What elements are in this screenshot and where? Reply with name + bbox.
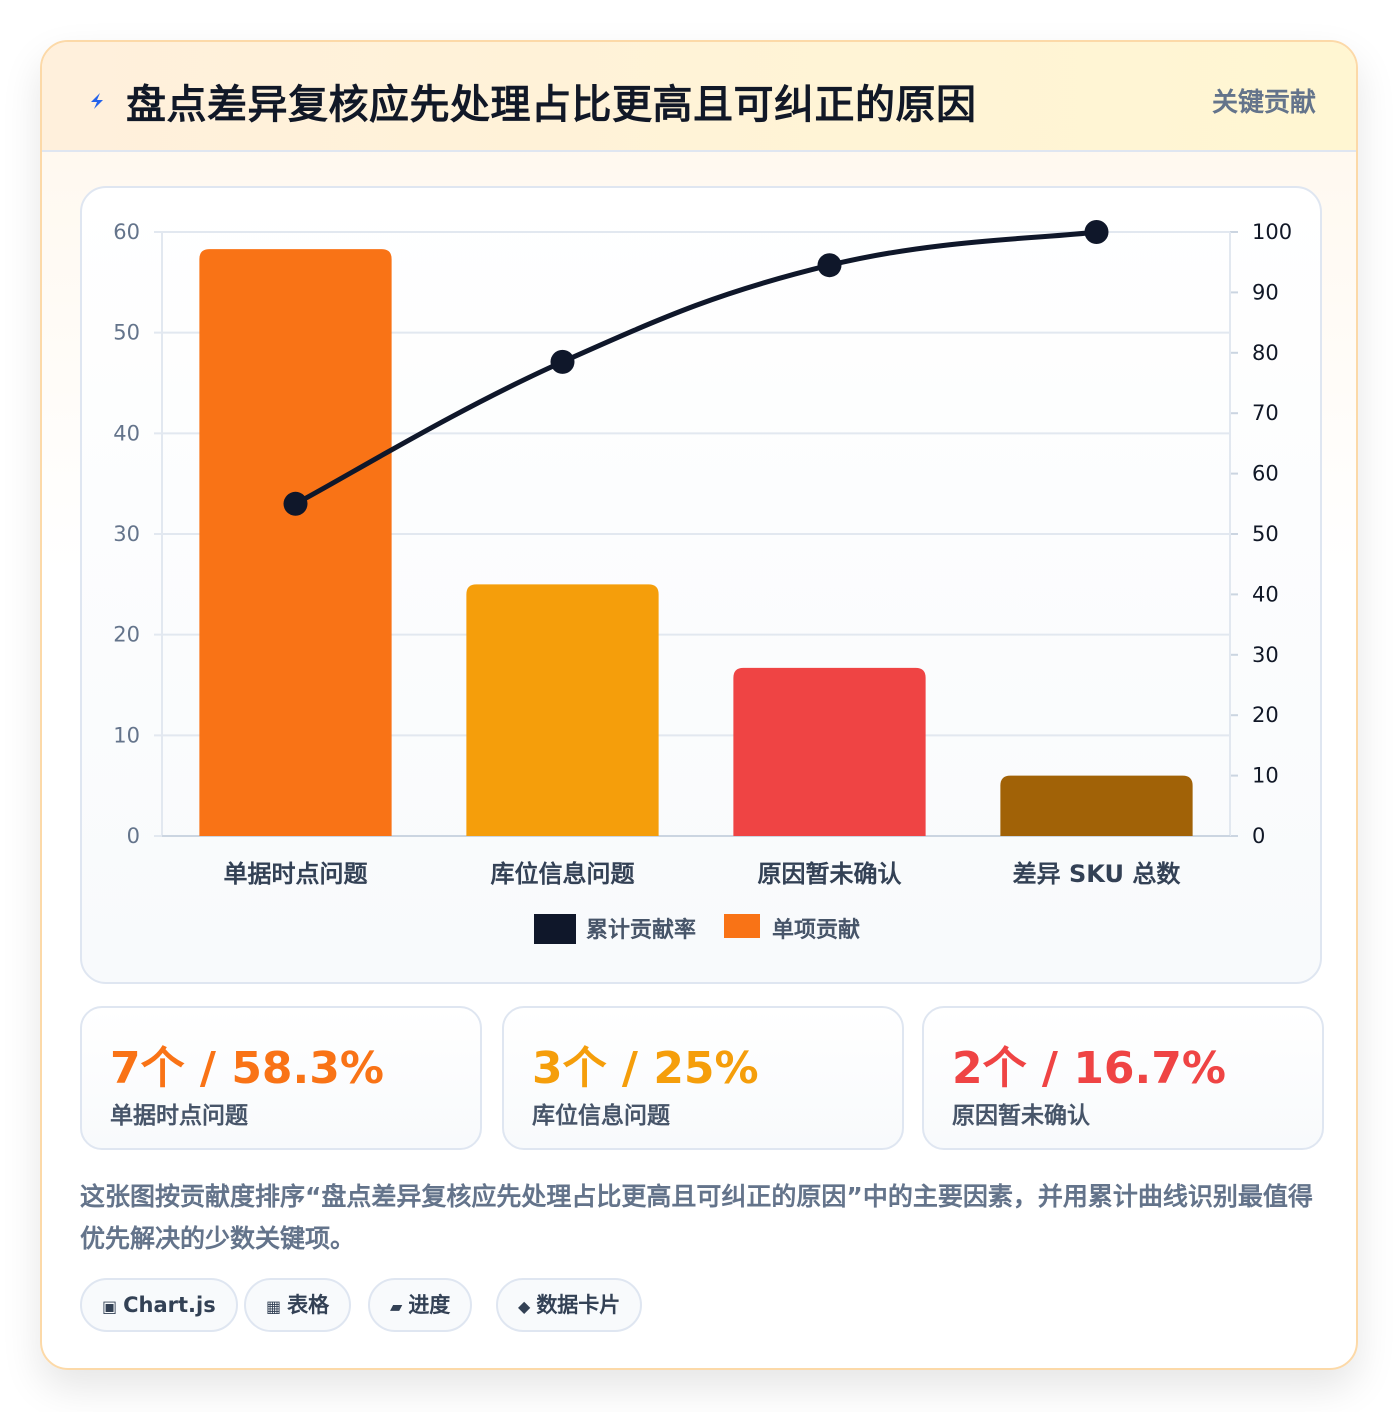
chip-label: Chart.js	[123, 1293, 216, 1317]
progress-icon: ▰	[390, 1297, 403, 1316]
cumulative-point	[1084, 220, 1109, 244]
y-left-tick-label: 10	[113, 723, 140, 747]
chip-progress[interactable]: ▰ 进度	[368, 1278, 473, 1332]
legend-swatch-line	[534, 914, 576, 944]
report-card: 盘点差异复核应先处理占比更高且可纠正的原因 关键贡献 0 10 20 30 40 50 60…	[40, 40, 1358, 1370]
y-left-tick-label: 60	[113, 220, 140, 244]
legend-label: 累计贡献率	[586, 917, 696, 943]
y-right-tick-label: 40	[1252, 582, 1279, 606]
y-left-tick-label: 40	[113, 421, 140, 445]
y-right-tick-label: 20	[1252, 703, 1279, 727]
header-tag: 关键贡献	[1211, 88, 1316, 118]
bar	[733, 667, 926, 836]
x-category-label: 库位信息问题	[491, 860, 635, 888]
chip-data-card[interactable]: ◆ 数据卡片	[496, 1278, 643, 1332]
x-category-label: 差异 SKU 总数	[1013, 860, 1182, 888]
y-right-tick-label: 80	[1252, 341, 1279, 365]
table-icon: ▦	[266, 1297, 282, 1316]
chip-label: 数据卡片	[536, 1293, 621, 1317]
stat-label: 库位信息问题	[532, 1103, 670, 1129]
x-category-label: 原因暂未确认	[758, 860, 902, 888]
y-right-tick-label: 0	[1252, 824, 1265, 848]
stat-label: 原因暂未确认	[952, 1103, 1090, 1129]
cumulative-line	[293, 229, 1099, 507]
cumulative-point	[283, 491, 308, 516]
y-left-tick-label: 30	[113, 522, 140, 546]
cumulative-point	[817, 253, 842, 278]
chip-label: 表格	[287, 1293, 330, 1317]
bar	[1000, 775, 1193, 836]
y-left-tick-label: 50	[113, 321, 140, 345]
stat-card-1: 7个 / 58.3% 单据时点问题	[80, 1006, 482, 1150]
y-right-tick-label: 70	[1252, 401, 1279, 425]
x-category-label: 单据时点问题	[224, 860, 368, 888]
chip-label: 进度	[408, 1293, 451, 1317]
legend-label: 单项贡献	[772, 917, 860, 943]
chart-icon: ▣	[102, 1297, 118, 1316]
chart-description: 这张图按贡献度排序“盘点差异复核应先处理占比更高且可纠正的原因”中的主要因素，并…	[80, 1182, 1313, 1253]
pareto-chart: 0 10 20 30 40 50 60 0 10 20 30 40 50 60 70 80 90 100 单据时点问…	[80, 186, 1322, 984]
stat-card-3: 2个 / 16.7% 原因暂未确认	[922, 1006, 1324, 1150]
y-right-tick-label: 10	[1252, 764, 1279, 788]
stat-label: 单据时点问题	[110, 1103, 248, 1129]
stat-value: 3个 / 25%	[532, 1043, 759, 1094]
y-left-tick-label: 20	[113, 623, 140, 647]
chart-svg: 0 10 20 30 40 50 60 0 10 20 30 40 50 60 70 80 90 100 单据时点问…	[113, 220, 1292, 944]
chip-chartjs[interactable]: ▣ Chart.js	[80, 1278, 238, 1332]
stat-value: 7个 / 58.3%	[110, 1043, 384, 1094]
lightning-icon	[91, 93, 103, 109]
card-header: 盘点差异复核应先处理占比更高且可纠正的原因 关键贡献	[42, 42, 1356, 152]
y-right-tick-label: 30	[1252, 643, 1279, 667]
y-right-tick-label: 100	[1252, 220, 1292, 244]
y-right-tick-label: 90	[1252, 280, 1279, 304]
bar	[199, 249, 392, 836]
legend-swatch-bar	[724, 914, 760, 938]
diamond-icon: ◆	[518, 1297, 531, 1316]
y-right-tick-label: 60	[1252, 462, 1279, 486]
stat-card-2: 3个 / 25% 库位信息问题	[502, 1006, 904, 1150]
y-left-tick-label: 0	[127, 824, 140, 848]
bar	[466, 584, 659, 836]
page-title: 盘点差异复核应先处理占比更高且可纠正的原因	[126, 82, 977, 128]
chip-table[interactable]: ▦ 表格	[244, 1278, 352, 1332]
cumulative-point	[550, 349, 575, 374]
stat-value: 2个 / 16.7%	[952, 1043, 1226, 1094]
y-right-tick-label: 50	[1252, 522, 1279, 546]
